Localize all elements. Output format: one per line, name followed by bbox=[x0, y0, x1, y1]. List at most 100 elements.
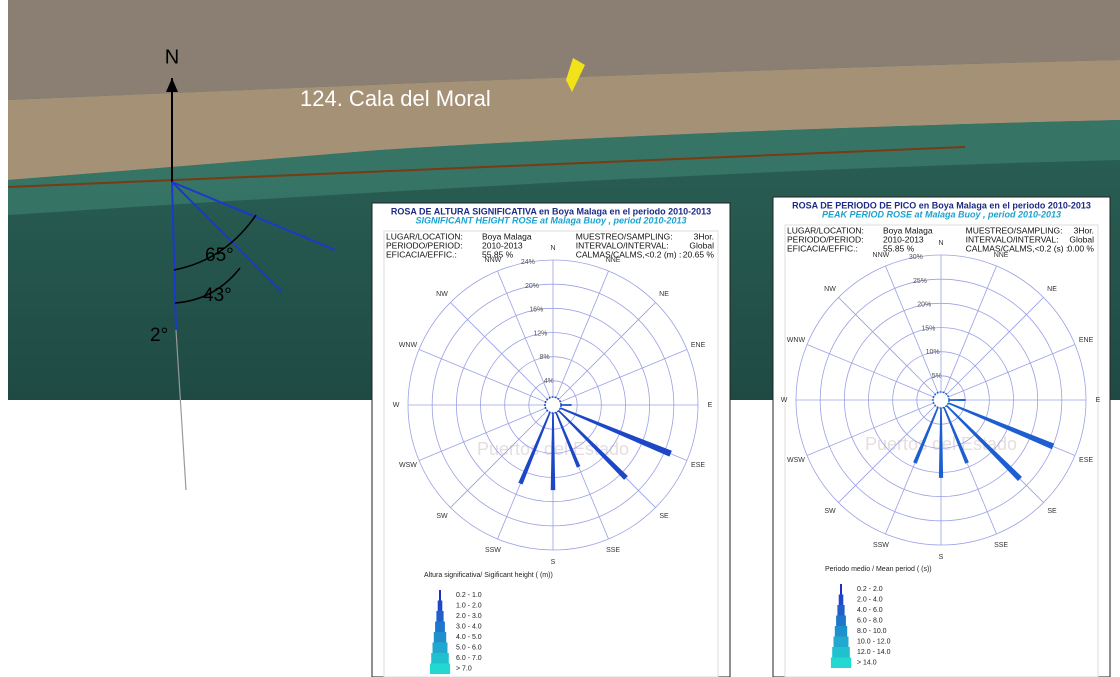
direction-label: WSW bbox=[399, 462, 417, 469]
direction-label: SSW bbox=[873, 542, 889, 549]
calm-circle bbox=[932, 391, 950, 409]
spoke bbox=[418, 404, 554, 461]
spoke bbox=[806, 399, 942, 456]
legend-label: 0.2 - 2.0 bbox=[857, 586, 883, 593]
direction-label: WNW bbox=[399, 342, 418, 349]
info-value: 2010-2013 bbox=[482, 240, 523, 250]
direction-label: SSE bbox=[606, 547, 620, 554]
legend-swatch bbox=[840, 584, 842, 595]
info-value: Global bbox=[689, 240, 714, 250]
info-value: 2010-2013 bbox=[883, 234, 924, 244]
info-value: 55.85 % bbox=[883, 243, 915, 253]
legend-swatch bbox=[832, 647, 850, 658]
legend-swatch bbox=[436, 611, 444, 622]
r-tick-label: 20% bbox=[525, 283, 539, 290]
legend-swatch bbox=[431, 653, 449, 664]
info-label: LUGAR/LOCATION: bbox=[386, 231, 463, 241]
legend-swatch bbox=[838, 594, 844, 605]
info-label: MUESTREO/SAMPLING: bbox=[576, 231, 673, 241]
direction-label: N bbox=[938, 240, 943, 247]
legend-label: > 14.0 bbox=[857, 659, 877, 666]
calm-circle bbox=[544, 396, 562, 414]
legend-label: 2.0 - 4.0 bbox=[857, 596, 883, 603]
info-value: 0.00 % bbox=[1068, 243, 1095, 253]
legend-label: 8.0 - 10.0 bbox=[857, 628, 887, 635]
spoke bbox=[838, 297, 942, 401]
legend-label: > 7.0 bbox=[456, 665, 472, 672]
direction-label: ESE bbox=[1079, 457, 1093, 464]
spoke bbox=[450, 302, 554, 406]
legend-label: 4.0 - 5.0 bbox=[456, 634, 482, 641]
spoke bbox=[552, 270, 609, 406]
info-label: LUGAR/LOCATION: bbox=[787, 225, 864, 235]
direction-label: NE bbox=[659, 291, 669, 298]
spoke bbox=[885, 265, 942, 401]
legend-label: 10.0 - 12.0 bbox=[857, 638, 891, 645]
info-label: EFICACIA/EFFIC.: bbox=[386, 249, 457, 259]
angle-label: 65° bbox=[205, 245, 234, 266]
spoke bbox=[552, 302, 656, 406]
chart-subtitle: PEAK PERIOD ROSE at Malaga Buoy , period… bbox=[822, 209, 1061, 219]
direction-label: NNW bbox=[485, 257, 502, 264]
spoke bbox=[940, 265, 997, 401]
spoke bbox=[806, 344, 942, 401]
spoke bbox=[450, 404, 554, 508]
direction-label: SSW bbox=[485, 547, 501, 554]
info-label: INTERVALO/INTERVAL: bbox=[966, 234, 1059, 244]
info-value: 3Hor. bbox=[1074, 225, 1094, 235]
direction-label: SW bbox=[824, 508, 836, 515]
r-tick-label: 10% bbox=[926, 349, 940, 356]
direction-label: SE bbox=[659, 513, 669, 520]
r-tick-label: 15% bbox=[921, 325, 935, 332]
info-value: Boya Malaga bbox=[883, 225, 933, 235]
legend-swatch bbox=[429, 663, 451, 674]
direction-label: E bbox=[708, 402, 713, 409]
r-tick-label: 24% bbox=[521, 259, 535, 266]
legend-swatch bbox=[834, 626, 848, 637]
r-tick-label: 16% bbox=[529, 307, 543, 314]
direction-label: WSW bbox=[787, 457, 805, 464]
direction-label: W bbox=[781, 397, 788, 404]
r-tick-label: 20% bbox=[917, 302, 931, 309]
legend-label: 6.0 - 7.0 bbox=[456, 655, 482, 662]
info-label: EFICACIA/EFFIC.: bbox=[787, 243, 858, 253]
spoke bbox=[940, 344, 1076, 401]
info-value: 3Hor. bbox=[694, 231, 714, 241]
direction-label: S bbox=[551, 559, 556, 566]
direction-label: SSE bbox=[994, 542, 1008, 549]
direction-label: E bbox=[1096, 397, 1101, 404]
r-tick-label: 8% bbox=[540, 354, 550, 361]
direction-label: ENE bbox=[1079, 337, 1094, 344]
legend-title: Altura significativa/ Sigificant height … bbox=[424, 572, 553, 579]
legend-label: 5.0 - 6.0 bbox=[456, 644, 482, 651]
north-label: N bbox=[165, 46, 179, 68]
chart-subtitle: SIGNIFICANT HEIGHT ROSE at Malaga Buoy ,… bbox=[415, 215, 686, 225]
info-label: PERIODO/PERIOD: bbox=[787, 234, 864, 244]
direction-label: ESE bbox=[691, 462, 705, 469]
r-tick-label: 25% bbox=[913, 278, 927, 285]
legend-title: Periodo medio / Mean period ( (s)) bbox=[825, 566, 932, 573]
angle-label: 2° bbox=[150, 325, 168, 346]
r-tick-label: 12% bbox=[533, 330, 547, 337]
legend-swatch bbox=[830, 657, 852, 668]
info-label: INTERVALO/INTERVAL: bbox=[576, 240, 669, 250]
direction-label: NE bbox=[1047, 286, 1057, 293]
info-label: CALMAS/CALMS,<0.2 (s) : bbox=[966, 243, 1069, 253]
legend-swatch bbox=[433, 632, 447, 643]
info-label: CALMAS/CALMS,<0.2 (m) : bbox=[576, 249, 682, 259]
legend-swatch bbox=[437, 600, 443, 611]
direction-label: S bbox=[939, 554, 944, 561]
direction-label: W bbox=[393, 402, 400, 409]
direction-label: SW bbox=[436, 513, 448, 520]
direction-label: NW bbox=[824, 286, 836, 293]
direction-label: NNE bbox=[606, 257, 621, 264]
direction-label: N bbox=[550, 245, 555, 252]
legend-label: 3.0 - 4.0 bbox=[456, 623, 482, 630]
spoke bbox=[497, 270, 554, 406]
info-value: 55.85 % bbox=[482, 249, 514, 259]
chart-title: ROSA DE ALTURA SIGNIFICATIVA en Boya Mal… bbox=[391, 206, 711, 216]
legend-swatch bbox=[432, 642, 448, 653]
info-label: PERIODO/PERIOD: bbox=[386, 240, 463, 250]
r-tick-label: 5% bbox=[932, 373, 942, 380]
info-value: Boya Malaga bbox=[482, 231, 532, 241]
